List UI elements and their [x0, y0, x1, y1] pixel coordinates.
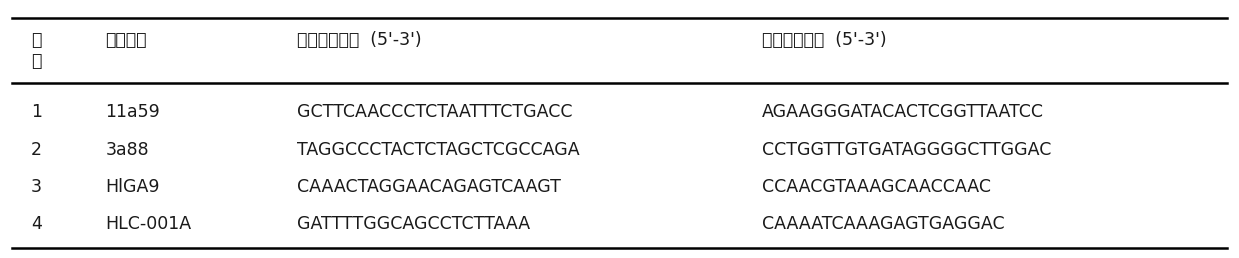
Text: 3a88: 3a88 [105, 141, 149, 159]
Text: 正向引物序列  (5'-3'): 正向引物序列 (5'-3') [297, 31, 422, 49]
Text: CAAAATCAAAGAGTGAGGAC: CAAAATCAAAGAGTGAGGAC [762, 215, 1005, 233]
Text: 反向引物序列  (5'-3'): 反向引物序列 (5'-3') [762, 31, 887, 49]
Text: AGAAGGGATACACTCGGTTAATCC: AGAAGGGATACACTCGGTTAATCC [762, 103, 1044, 121]
Text: TAGGCCCTACTCTAGCTCGCCAGA: TAGGCCCTACTCTAGCTCGCCAGA [297, 141, 580, 159]
Text: CCTGGTTGTGATAGGGGCTTGGAC: CCTGGTTGTGATAGGGGCTTGGAC [762, 141, 1052, 159]
Text: 3: 3 [31, 178, 42, 196]
Text: 4: 4 [31, 215, 42, 233]
Text: GCTTCAACCCTCTAATTTCTGACC: GCTTCAACCCTCTAATTTCTGACC [297, 103, 572, 121]
Text: CAAACTAGGAACAGAGTCAAGT: CAAACTAGGAACAGAGTCAAGT [297, 178, 561, 196]
Text: CCAACGTAAAGCAACCAAC: CCAACGTAAAGCAACCAAC [762, 178, 991, 196]
Text: GATTTTGGCAGCCTCTTAAA: GATTTTGGCAGCCTCTTAAA [297, 215, 530, 233]
Text: 序
号: 序 号 [31, 31, 41, 70]
Text: 1: 1 [31, 103, 42, 121]
Text: HLC-001A: HLC-001A [105, 215, 192, 233]
Text: 引物名称: 引物名称 [105, 31, 146, 49]
Text: 2: 2 [31, 141, 42, 159]
Text: HlGA9: HlGA9 [105, 178, 160, 196]
Text: 11a59: 11a59 [105, 103, 160, 121]
